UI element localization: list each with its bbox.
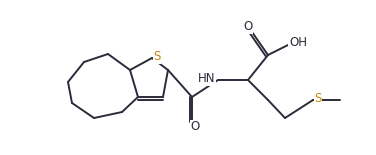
Text: HN: HN (198, 73, 216, 86)
Text: OH: OH (289, 36, 307, 49)
Text: O: O (190, 120, 200, 133)
Text: S: S (153, 51, 161, 64)
Text: O: O (243, 20, 253, 33)
Text: S: S (314, 93, 322, 106)
